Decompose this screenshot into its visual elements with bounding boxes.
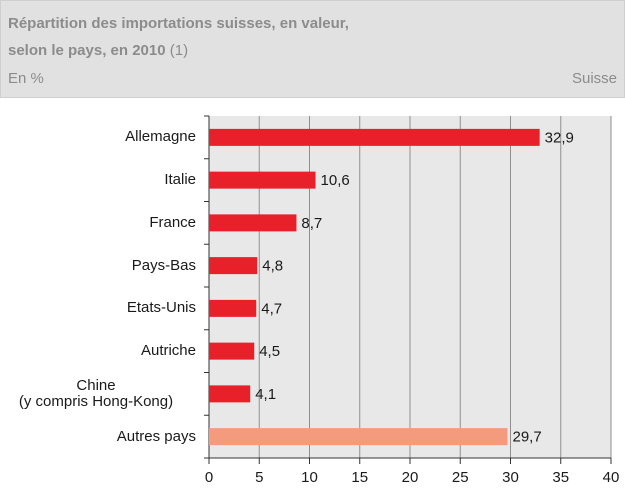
y-tick-label: Etats-Unis bbox=[126, 299, 196, 317]
x-tick-label: 20 bbox=[402, 469, 419, 486]
y-tick-label: Autriche bbox=[140, 342, 196, 360]
bar bbox=[209, 342, 255, 360]
bar bbox=[209, 385, 251, 403]
y-tick-label: Pays-Bas bbox=[131, 256, 196, 274]
chart-title: Répartition des importations suisses, en… bbox=[8, 15, 349, 32]
unit-label: En % bbox=[8, 70, 44, 87]
bar bbox=[209, 257, 258, 275]
y-tick-label: France bbox=[149, 213, 196, 231]
x-tick-label: 35 bbox=[552, 469, 569, 486]
x-tick-label: 25 bbox=[452, 469, 469, 486]
x-tick-label: 30 bbox=[502, 469, 519, 486]
x-tick-label: 10 bbox=[301, 469, 318, 486]
chart-title: selon le pays, en 2010 (1) bbox=[8, 42, 188, 59]
x-tick-label: 40 bbox=[603, 469, 620, 486]
bar bbox=[209, 299, 257, 317]
y-tick-label: Autres pays bbox=[116, 427, 196, 445]
bar bbox=[209, 171, 316, 189]
value-label: 8,7 bbox=[301, 215, 322, 232]
value-label: 4,7 bbox=[261, 300, 282, 317]
title-note: (1) bbox=[170, 42, 188, 59]
bar bbox=[209, 214, 297, 232]
header-box bbox=[0, 0, 625, 98]
x-tick-label: 15 bbox=[351, 469, 368, 486]
chart-title: selon le pays, en 2010 bbox=[8, 42, 166, 59]
y-tick-label: Italie bbox=[164, 171, 196, 189]
value-label: 4,5 bbox=[259, 343, 280, 360]
y-tick-label: Allemagne bbox=[125, 128, 196, 146]
y-tick-label: Chine (y compris Hong-Kong) bbox=[18, 376, 174, 410]
value-label: 4,1 bbox=[255, 386, 276, 403]
x-tick-label: 0 bbox=[205, 469, 213, 486]
value-label: 32,9 bbox=[545, 129, 574, 146]
value-label: 10,6 bbox=[321, 172, 350, 189]
bar bbox=[209, 428, 508, 446]
bar bbox=[209, 128, 540, 146]
region-label: Suisse bbox=[572, 70, 617, 87]
x-tick-label: 5 bbox=[255, 469, 263, 486]
value-label: 29,7 bbox=[512, 429, 541, 446]
value-label: 4,8 bbox=[262, 258, 283, 275]
